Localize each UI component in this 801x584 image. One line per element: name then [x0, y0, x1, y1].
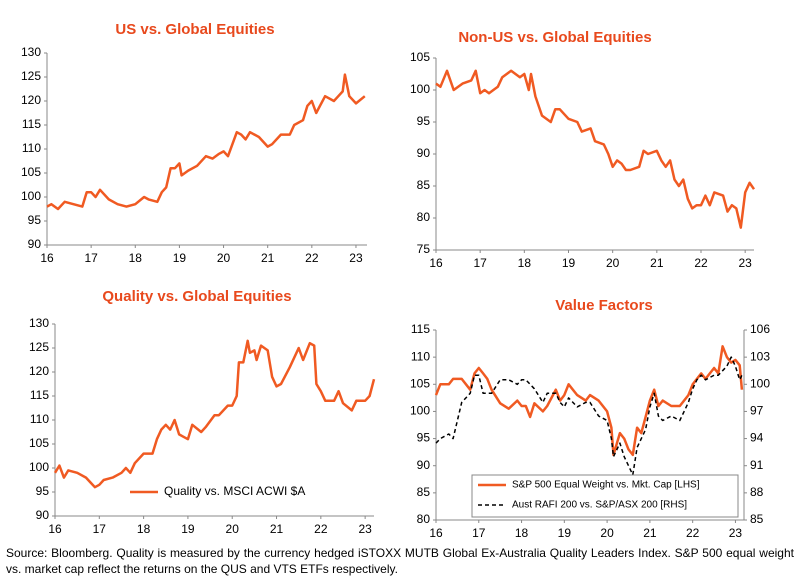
y-tick-label: 80 — [417, 512, 431, 526]
y-tick-label: 85 — [417, 485, 431, 499]
y2-tick-label: 100 — [750, 376, 770, 390]
x-tick-label: 21 — [270, 522, 284, 536]
x-tick-label: 16 — [429, 256, 443, 270]
x-tick-label: 22 — [694, 256, 708, 270]
y-tick-label: 105 — [410, 376, 430, 390]
x-tick-label: 22 — [305, 251, 319, 265]
y-tick-label: 75 — [417, 242, 431, 256]
source-note: Source: Bloomberg. Quality is measured b… — [6, 546, 794, 576]
legend-label: Aust RAFI 200 vs. S&P/ASX 200 [RHS] — [512, 500, 687, 511]
x-tick-label: 17 — [84, 251, 98, 265]
y-tick-label: 100 — [410, 82, 430, 96]
y-tick-label: 110 — [411, 349, 430, 363]
y-tick-label: 85 — [417, 178, 431, 192]
y-tick-label: 125 — [21, 69, 41, 83]
y-tick-label: 95 — [28, 213, 42, 227]
chart-title: Quality vs. Global Equities — [102, 288, 291, 305]
x-tick-label: 23 — [738, 256, 752, 270]
y-tick-label: 110 — [22, 141, 41, 155]
x-tick-label: 20 — [217, 251, 231, 265]
y-tick-label: 130 — [29, 316, 49, 330]
chart-title: US vs. Global Equities — [115, 21, 274, 38]
y-tick-label: 90 — [417, 146, 431, 160]
x-tick-label: 21 — [650, 256, 664, 270]
x-tick-label: 21 — [261, 251, 275, 265]
x-tick-label: 17 — [93, 522, 107, 536]
series-line — [46, 73, 366, 211]
y-tick-label: 120 — [21, 93, 41, 107]
series-line — [53, 339, 376, 489]
x-tick-label: 17 — [472, 526, 486, 540]
x-tick-label: 23 — [358, 522, 372, 536]
legend-label: S&P 500 Equal Weight vs. Mkt. Cap [LHS] — [512, 480, 700, 491]
x-tick-label: 19 — [562, 256, 576, 270]
y-tick-label: 90 — [36, 508, 50, 522]
y-tick-label: 100 — [29, 460, 49, 474]
x-tick-label: 19 — [173, 251, 187, 265]
legend-label: Quality vs. MSCI ACWI $A — [164, 484, 305, 498]
y2-tick-label: 94 — [750, 431, 764, 445]
x-tick-label: 20 — [606, 256, 620, 270]
x-tick-label: 19 — [558, 526, 572, 540]
y2-tick-label: 91 — [750, 458, 764, 472]
y-tick-label: 115 — [411, 322, 430, 336]
x-tick-label: 21 — [643, 526, 657, 540]
x-tick-label: 23 — [349, 251, 363, 265]
x-tick-label: 16 — [48, 522, 62, 536]
y2-tick-label: 97 — [750, 404, 764, 418]
x-tick-label: 18 — [518, 256, 532, 270]
y2-tick-label: 103 — [750, 349, 770, 363]
x-tick-label: 22 — [686, 526, 700, 540]
x-tick-label: 16 — [429, 526, 443, 540]
x-tick-label: 22 — [314, 522, 328, 536]
series-line — [435, 356, 743, 476]
x-tick-label: 18 — [137, 522, 151, 536]
y-tick-label: 90 — [417, 458, 431, 472]
y-tick-label: 130 — [21, 45, 41, 59]
y-tick-label: 95 — [36, 484, 50, 498]
y-tick-label: 95 — [417, 114, 431, 128]
y-tick-label: 105 — [29, 436, 49, 450]
y-tick-label: 110 — [30, 412, 49, 426]
y-tick-label: 95 — [417, 431, 431, 445]
y-tick-label: 120 — [29, 364, 49, 378]
y-tick-label: 115 — [22, 117, 41, 131]
x-tick-label: 20 — [600, 526, 614, 540]
x-tick-label: 18 — [129, 251, 143, 265]
y-tick-label: 90 — [28, 237, 42, 251]
y-tick-label: 125 — [29, 340, 49, 354]
chart-title: Non-US vs. Global Equities — [458, 29, 651, 46]
y2-tick-label: 85 — [750, 512, 764, 526]
y-tick-label: 100 — [21, 189, 41, 203]
y-tick-label: 105 — [21, 165, 41, 179]
x-tick-label: 17 — [473, 256, 487, 270]
x-tick-label: 19 — [181, 522, 195, 536]
x-tick-label: 18 — [515, 526, 529, 540]
y2-tick-label: 88 — [750, 485, 764, 499]
x-tick-label: 23 — [729, 526, 743, 540]
y2-tick-label: 106 — [750, 322, 770, 336]
chart-title: Value Factors — [555, 297, 653, 314]
y-tick-label: 80 — [417, 210, 431, 224]
x-tick-label: 20 — [226, 522, 240, 536]
y-tick-label: 105 — [410, 50, 430, 64]
y-tick-label: 115 — [30, 388, 49, 402]
y-tick-label: 100 — [410, 404, 430, 418]
series-line — [435, 69, 756, 229]
legend-box — [471, 474, 739, 518]
series-line — [434, 345, 744, 457]
x-tick-label: 16 — [40, 251, 54, 265]
